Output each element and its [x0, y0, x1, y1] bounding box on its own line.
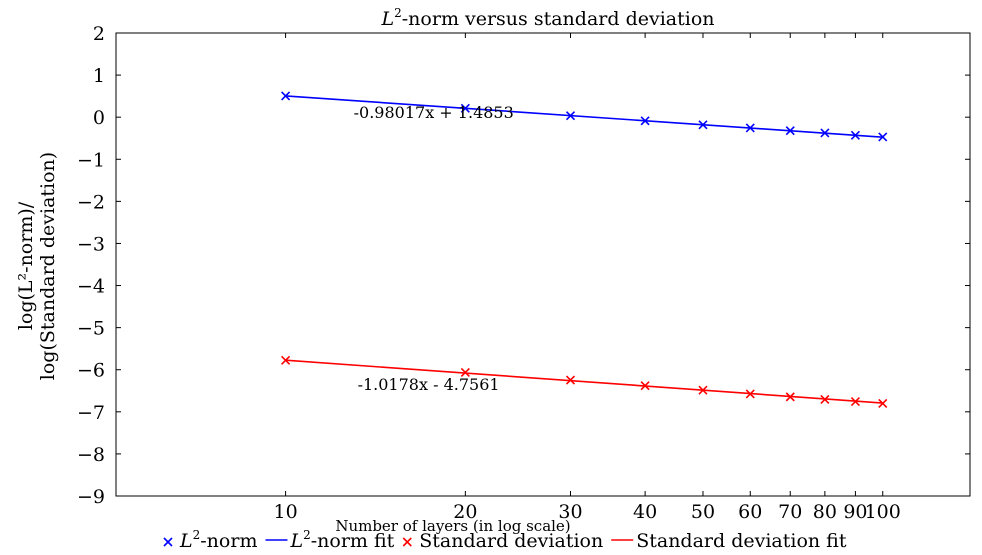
data-point — [565, 111, 576, 121]
y-tick-label: −3 — [77, 233, 105, 255]
x-tick-label: 30 — [558, 501, 582, 523]
legend-item: Standard deviation fit — [611, 530, 847, 552]
data-point — [820, 394, 830, 404]
legend-label: Standard deviation fit — [636, 530, 847, 552]
y-tick-label: −2 — [77, 191, 105, 213]
legend-item: L2-norm fit — [265, 528, 395, 552]
marker-stroke — [640, 381, 650, 391]
marker-stroke — [850, 130, 860, 140]
y-axis: 2 1 0 −1 −2 −3 −4 −5 −6 −7 −8 −9 — [77, 23, 970, 508]
y-tick-label: −9 — [77, 486, 105, 508]
marker-stroke — [163, 537, 173, 547]
legend-label: Standard deviation — [419, 530, 603, 552]
y-tick-label: −6 — [77, 360, 105, 382]
marker-stroke — [745, 389, 755, 399]
data-point — [640, 381, 650, 391]
x-tick-label: 80 — [813, 501, 837, 523]
marker-stroke — [565, 111, 576, 121]
data-point — [698, 120, 708, 130]
x-tick-label: 70 — [778, 501, 802, 523]
data-point — [565, 375, 576, 385]
marker-stroke — [460, 103, 470, 113]
marker-stroke — [745, 123, 755, 133]
y-tick-label: 2 — [93, 23, 105, 45]
marker-stroke — [878, 398, 888, 408]
x-tick-label: 90 — [843, 501, 867, 523]
marker-stroke — [698, 120, 708, 130]
legend-label: L2-norm — [179, 528, 257, 552]
y-tick-label: −7 — [77, 402, 105, 424]
marker-stroke — [785, 126, 795, 136]
fit-equation-label: -0.98017x + 1.4853 — [354, 103, 514, 122]
data-point — [878, 132, 888, 142]
legend-item: L2-norm — [163, 528, 257, 552]
marker-stroke — [820, 394, 830, 404]
data-point — [281, 91, 291, 101]
x-tick-label: 20 — [453, 501, 477, 523]
marker-stroke — [785, 392, 795, 402]
marker-stroke — [850, 396, 860, 407]
y-tick-label: −1 — [77, 149, 105, 171]
data-point — [850, 396, 860, 407]
marker-stroke — [402, 537, 412, 547]
plot-area-border — [115, 32, 971, 497]
plot-frame — [115, 32, 971, 497]
marker-stroke — [640, 116, 650, 126]
data-point — [745, 389, 755, 399]
legend-marker — [163, 537, 173, 547]
data-point — [820, 128, 830, 138]
x-tick-label: 50 — [691, 501, 715, 523]
legend-item: Standard deviation — [402, 530, 603, 552]
data-point — [698, 385, 708, 395]
data-point — [281, 355, 291, 365]
data-point — [878, 398, 888, 408]
y-tick-label: −8 — [77, 444, 105, 466]
y-axis-label-line-1: log(L²-norm)/ — [15, 201, 37, 330]
marker-stroke — [565, 375, 576, 385]
x-tick-label: 100 — [865, 501, 901, 523]
chart-title: L2-norm versus standard deviation — [381, 6, 715, 30]
data-point — [745, 123, 755, 133]
marker-stroke — [698, 385, 708, 395]
data-point — [640, 116, 650, 126]
x-tick-label: 10 — [273, 501, 297, 523]
marker-stroke — [460, 367, 470, 378]
marker-stroke — [281, 355, 291, 365]
x-tick-label: 40 — [633, 501, 657, 523]
data-point — [460, 103, 470, 113]
fit-equation-label: -1.0178x - 4.7561 — [358, 375, 500, 394]
annotations: -0.98017x + 1.4853 -1.0178x - 4.7561 — [354, 103, 514, 394]
marker-stroke — [820, 128, 830, 138]
data-point — [785, 392, 795, 402]
fit-line — [285, 95, 883, 138]
y-tick-label: 0 — [93, 107, 105, 129]
marker-stroke — [878, 132, 888, 142]
data-point — [460, 367, 470, 378]
x-tick-label: 60 — [738, 501, 762, 523]
fit-line — [285, 359, 883, 404]
y-axis-label: log(L²-norm)/ log(Standard deviation) — [15, 152, 59, 380]
legend: L2-norm L2-norm fit Standard deviation Stan… — [163, 528, 847, 552]
series-layer — [281, 91, 888, 408]
data-point — [850, 130, 860, 140]
y-tick-label: −4 — [77, 276, 105, 298]
legend-label: L2-norm fit — [289, 528, 394, 552]
y-tick-label: 1 — [93, 65, 105, 87]
y-axis-label-line-2: log(Standard deviation) — [37, 152, 59, 380]
legend-marker — [402, 537, 412, 547]
marker-stroke — [281, 91, 291, 101]
y-tick-label: −5 — [77, 318, 105, 340]
data-point — [785, 126, 795, 136]
x-axis-label: Number of layers (in log scale) — [335, 517, 570, 535]
